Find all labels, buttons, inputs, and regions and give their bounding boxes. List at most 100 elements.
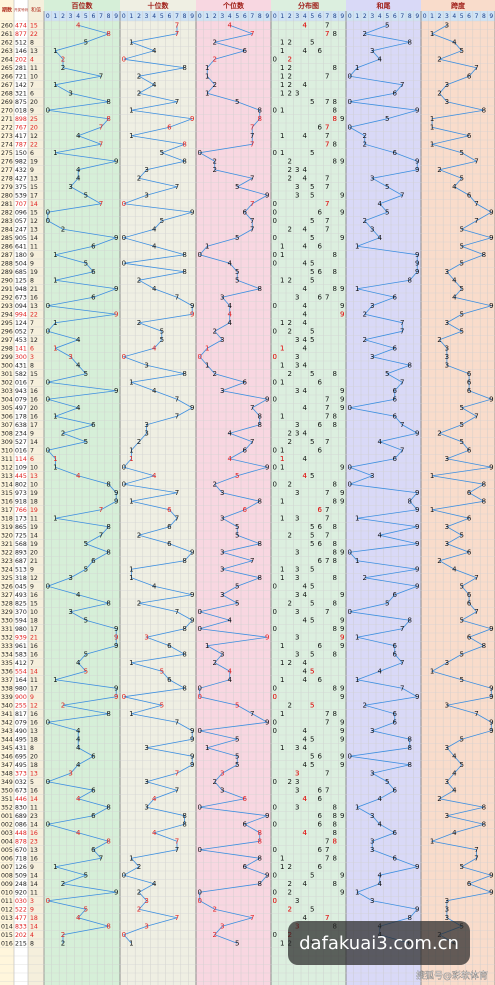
distribution-digit: 2: [288, 276, 292, 284]
trend-digit: 6: [467, 132, 472, 140]
distribution-digit: 1: [280, 854, 284, 862]
digit-header: 4: [303, 13, 307, 20]
trend-digit: 1: [430, 506, 434, 514]
trend-digit: 1: [205, 64, 209, 72]
distribution-digit: 3: [295, 633, 299, 641]
distribution-digit: 4: [303, 310, 308, 318]
sum: 16: [30, 396, 38, 403]
distribution-digit: 2: [288, 89, 292, 97]
trend-digit: 8: [106, 480, 110, 488]
digit-header: 3: [69, 13, 73, 20]
trend-digit: 0: [122, 463, 126, 471]
trend-digit: 4: [378, 438, 383, 446]
trend-digit: 9: [190, 404, 194, 412]
distribution-digit: 1: [280, 497, 284, 505]
digit-header: 0: [46, 13, 50, 20]
trend-digit: 6: [467, 489, 472, 497]
trend-digit: 0: [122, 200, 126, 208]
distribution-digit: 9: [340, 752, 344, 760]
distribution-digit: 1: [280, 106, 284, 114]
trend-digit: 3: [445, 659, 449, 667]
trend-digit: 2: [137, 89, 141, 97]
draw-number: 833: [15, 923, 27, 930]
trend-digit: 5: [84, 650, 88, 658]
trend-digit: 3: [445, 914, 449, 922]
sum: 6: [30, 90, 34, 97]
distribution-digit: 8: [333, 412, 337, 420]
trend-digit: 2: [137, 319, 141, 327]
trend-digit: 4: [228, 302, 233, 310]
distribution-digit: 7: [325, 506, 329, 514]
digit-header: 5: [84, 13, 88, 20]
trend-digit: 8: [182, 812, 186, 820]
distribution-digit: 8: [333, 251, 337, 259]
trend-digit: 8: [106, 115, 110, 123]
trend-digit: 0: [348, 123, 352, 131]
watermark-site: dafakuai3.com.cn: [299, 933, 459, 954]
distribution-digit: 0: [273, 582, 277, 590]
draw-number: 767: [15, 124, 27, 131]
issue: 279: [1, 184, 13, 191]
draw-number: 079: [15, 719, 27, 726]
distribution-digit: 8: [333, 30, 337, 38]
distribution-digit: 4: [303, 242, 308, 250]
draw-number: 318: [15, 575, 27, 582]
draw-number: 052: [15, 328, 27, 335]
trend-digit: 8: [408, 914, 412, 922]
trend-digit: 0: [348, 98, 352, 106]
trend-digit: 2: [437, 336, 441, 344]
trend-digit: 4: [228, 667, 233, 675]
trend-digit: 7: [250, 438, 254, 446]
distribution-digit: 5: [310, 472, 314, 480]
issue: 348: [1, 770, 13, 777]
digit-header: 7: [250, 13, 254, 20]
trend-digit: 7: [250, 914, 254, 922]
sum: 16: [30, 711, 38, 718]
trend-digit: 2: [137, 599, 141, 607]
trend-digit: 1: [205, 361, 209, 369]
trend-digit: 2: [213, 659, 217, 667]
distribution-digit: 2: [288, 166, 292, 174]
draw-number: 030: [15, 898, 27, 905]
distribution-digit: 3: [295, 591, 299, 599]
trend-digit: 3: [370, 472, 374, 480]
sum: 22: [30, 31, 38, 38]
trend-digit: 6: [393, 387, 398, 395]
trend-digit: 9: [114, 633, 118, 641]
trend-digit: 5: [235, 276, 239, 284]
distribution-digit: 5: [310, 183, 314, 191]
trend-digit: 3: [370, 812, 374, 820]
trend-digit: 3: [68, 608, 72, 616]
distribution-digit: 5: [310, 667, 314, 675]
draw-number: 126: [15, 864, 27, 871]
distribution-digit: 7: [325, 30, 329, 38]
trend-digit: 0: [46, 820, 50, 828]
issue: 270: [1, 107, 13, 114]
trend-digit: 0: [198, 693, 202, 701]
trend-digit: 8: [408, 497, 412, 505]
trend-digit: 5: [385, 183, 389, 191]
trend-digit: 6: [167, 540, 172, 548]
trend-digit: 1: [129, 378, 133, 386]
sum: 13: [30, 728, 38, 735]
trend-digit: 9: [489, 693, 493, 701]
trend-digit: 1: [205, 72, 209, 80]
distribution-digit: 7: [325, 217, 329, 225]
distribution-digit: 1: [280, 38, 284, 46]
distribution-digit: 4: [303, 795, 308, 803]
issue: 291: [1, 286, 13, 293]
trend-digit: 3: [445, 21, 449, 29]
trend-digit: 3: [144, 633, 148, 641]
digit-header: 9: [114, 13, 118, 20]
trend-digit: 3: [220, 786, 224, 794]
issue: 284: [1, 226, 13, 233]
draw-number: 417: [15, 133, 27, 140]
trend-digit: 4: [452, 38, 457, 46]
issue: 299: [1, 354, 13, 361]
issue: 286: [1, 243, 13, 250]
digit-header: 3: [445, 13, 449, 20]
trend-digit: 2: [61, 939, 65, 947]
distribution-digit: 8: [333, 140, 337, 148]
trend-digit: 1: [53, 149, 57, 157]
distribution-digit: 4: [303, 81, 308, 89]
